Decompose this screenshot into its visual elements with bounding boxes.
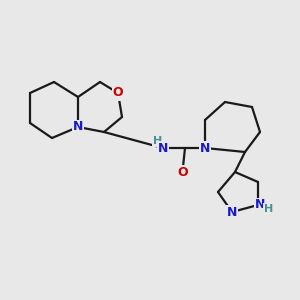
Text: N: N: [255, 199, 265, 212]
Text: N: N: [73, 121, 83, 134]
Text: N: N: [200, 142, 210, 154]
Text: O: O: [178, 166, 188, 178]
Text: N: N: [158, 142, 168, 154]
Text: H: H: [153, 136, 163, 146]
Text: H: H: [264, 204, 274, 214]
Text: O: O: [113, 86, 123, 100]
Text: N: N: [227, 206, 237, 218]
